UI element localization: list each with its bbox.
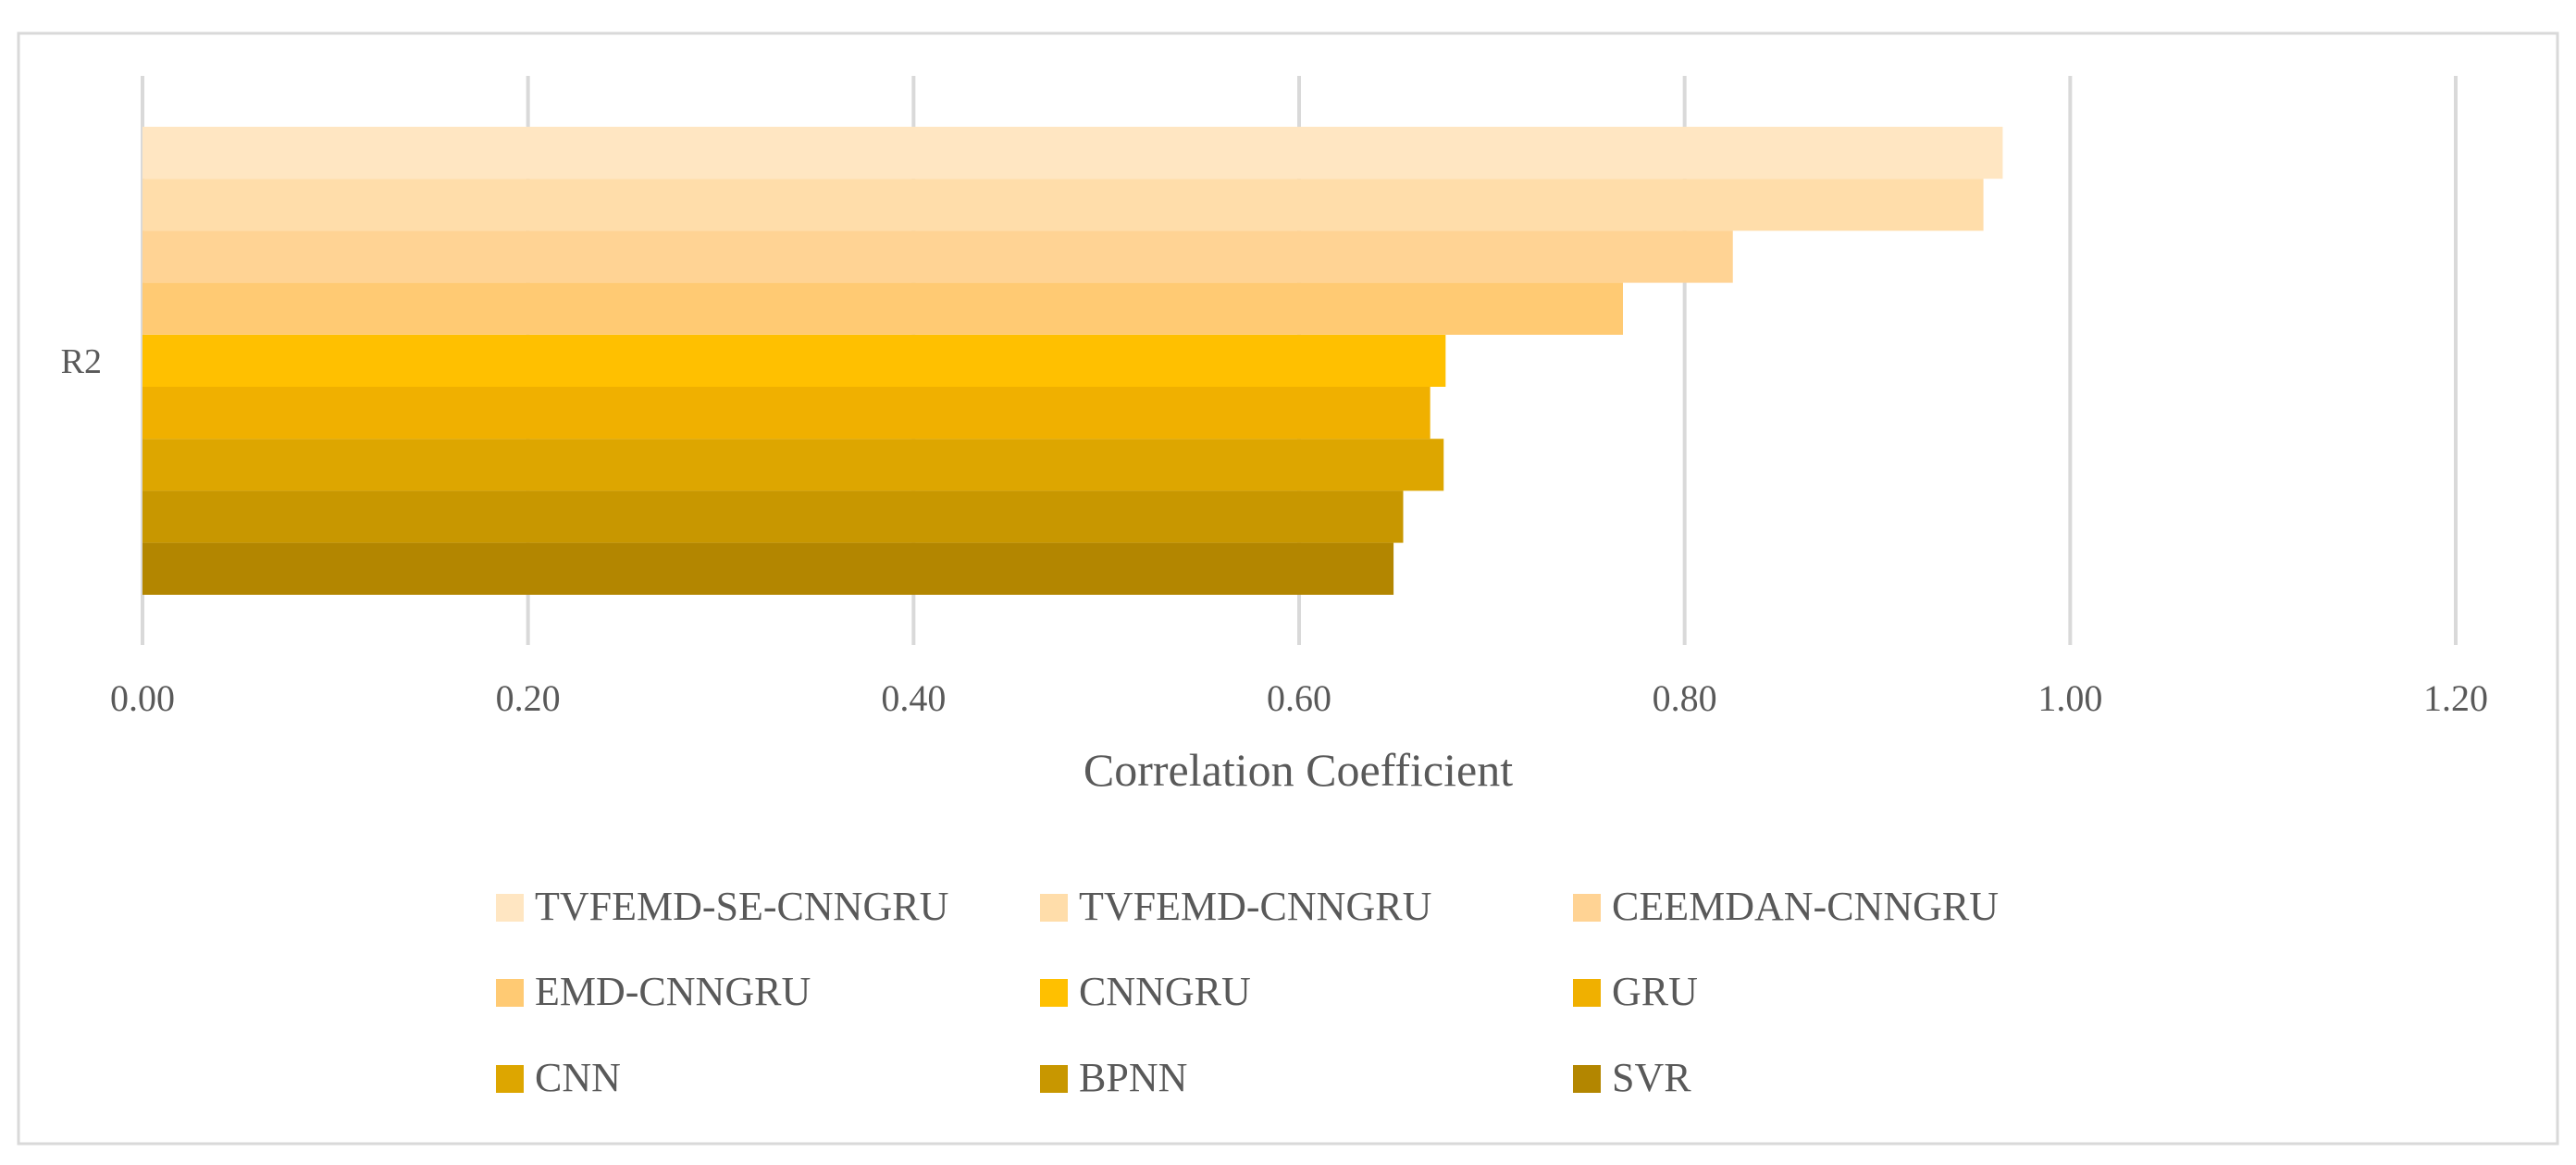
legend-swatch: [1573, 894, 1601, 922]
legend-swatch: [1040, 894, 1068, 922]
legend-label: TVFEMD-SE-CNNGRU: [535, 884, 948, 929]
bars: [142, 127, 2003, 595]
x-axis-title: Correlation Coefficient: [1084, 744, 1513, 796]
x-tick-label: 0.00: [110, 677, 175, 719]
x-tick-label: 0.80: [1653, 677, 1717, 719]
x-tick-label: 0.20: [496, 677, 561, 719]
legend-label: CNNGRU: [1079, 969, 1251, 1014]
legend-swatch: [1573, 979, 1601, 1007]
legend-swatch: [496, 1065, 524, 1093]
legend-label: GRU: [1612, 969, 1698, 1014]
legend-swatch: [1040, 979, 1068, 1007]
bar-cnn: [142, 439, 1444, 491]
legend-swatch: [496, 979, 524, 1007]
legend-swatch: [496, 894, 524, 922]
bar-cnngru: [142, 334, 1446, 387]
bar-gru: [142, 387, 1430, 440]
legend-swatch: [1040, 1065, 1068, 1093]
x-tick-label: 1.00: [2037, 677, 2102, 719]
legend-label: BPNN: [1079, 1055, 1187, 1100]
category-label: R2: [61, 342, 102, 381]
bar-tvfemd-se-cnngru: [142, 127, 2003, 180]
bar-svr: [142, 542, 1394, 595]
legend-label: SVR: [1612, 1055, 1691, 1100]
legend-label: EMD-CNNGRU: [535, 969, 811, 1014]
legend-label: TVFEMD-CNNGRU: [1079, 884, 1431, 929]
legend-swatch: [1573, 1065, 1601, 1093]
legend-label: CEEMDAN-CNNGRU: [1612, 884, 1999, 929]
x-tick-label: 0.60: [1267, 677, 1331, 719]
x-tick-label: 0.40: [881, 677, 946, 719]
x-tick-label: 1.20: [2423, 677, 2488, 719]
legend: TVFEMD-SE-CNNGRU TVFEMD-CNNGRU CEEMDAN-CNN…: [496, 884, 1999, 1100]
legend-label: CNN: [535, 1055, 621, 1100]
bar-tvfemd-cnngru: [142, 179, 1984, 231]
bar-ceemdan-cnngru: [142, 230, 1733, 283]
bar-bpnn: [142, 490, 1404, 543]
bar-emd-cnngru: [142, 282, 1623, 335]
x-axis-ticks: 0.00 0.20 0.40 0.60 0.80 1.00 1.20: [110, 677, 2488, 719]
